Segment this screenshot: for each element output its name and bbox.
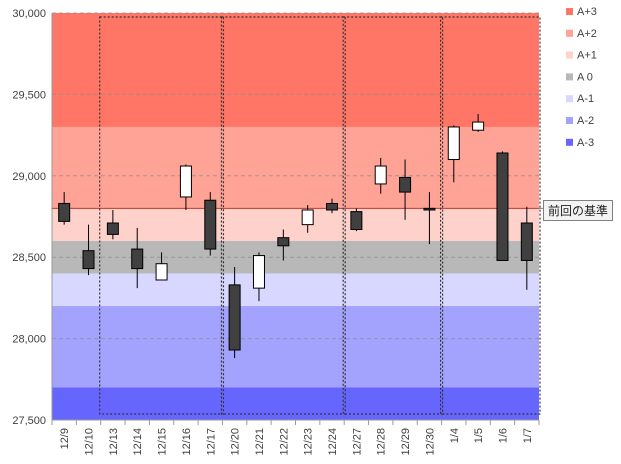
band-Aminus3 <box>52 387 539 420</box>
x-tick-label: 1/5 <box>473 428 485 443</box>
legend-swatch <box>566 138 573 146</box>
x-tick-label: 12/13 <box>108 428 120 456</box>
candle-down <box>277 237 290 247</box>
x-tick-label: 12/28 <box>376 428 388 456</box>
x-tick-label: 1/6 <box>497 428 509 443</box>
candle-down <box>496 152 509 261</box>
week-group-boxes <box>99 16 541 415</box>
x-tick-label: 12/30 <box>424 428 436 456</box>
candle-up <box>179 165 192 198</box>
x-tick-label: 12/15 <box>157 428 169 456</box>
week-box <box>342 16 444 415</box>
candle-down <box>326 202 339 211</box>
candle-down <box>106 222 119 235</box>
candle-up <box>155 263 168 281</box>
legend-swatch <box>566 95 573 103</box>
x-tick-label: 12/21 <box>254 428 266 456</box>
y-tick-label: 28,500 <box>12 252 46 264</box>
reference-line-label: 前回の基準 <box>543 200 614 221</box>
x-tick-label: 12/16 <box>181 428 193 456</box>
candle-up <box>301 209 314 226</box>
x-tick-label: 1/7 <box>522 428 534 443</box>
band-Aplus1 <box>52 208 539 241</box>
legend-label: A-2 <box>577 115 594 127</box>
legend-label: A 0 <box>577 71 593 83</box>
legend-label: A+1 <box>577 50 597 62</box>
y-axis-ticks: 27,500 28,000 28,500 29,000 29,500 30,000 <box>12 8 46 427</box>
legend-swatch <box>566 29 573 37</box>
zone-bands <box>52 13 539 420</box>
legend-label: A-1 <box>577 93 594 105</box>
candle-up <box>252 255 265 289</box>
x-tick-label: 12/29 <box>400 428 412 456</box>
candle-down <box>399 176 412 193</box>
candle-down <box>82 250 95 270</box>
candle-down <box>520 222 533 261</box>
legend-swatch <box>566 8 573 15</box>
legend-label: A-3 <box>577 137 594 149</box>
x-tick-label: 12/9 <box>59 428 71 449</box>
x-tick-label: 12/10 <box>84 428 96 456</box>
candle-up <box>447 126 460 161</box>
week-box <box>440 16 541 415</box>
y-tick-label: 29,000 <box>12 171 46 183</box>
candle-down <box>204 199 217 250</box>
candle-down <box>131 248 144 270</box>
band-Aminus2 <box>52 306 539 388</box>
candle-up <box>472 121 485 131</box>
x-tick-label: 12/27 <box>351 428 363 456</box>
x-tick-label: 1/4 <box>449 428 461 443</box>
legend: A+3 A+2 A+1 A 0 A-1 A-2 A-3 <box>566 6 597 149</box>
y-tick-label: 30,000 <box>12 8 46 20</box>
x-tick-label: 12/20 <box>230 428 242 456</box>
candle-down <box>350 211 363 231</box>
band-Aplus3 <box>52 13 539 127</box>
band-Aminus1 <box>52 273 539 307</box>
candle-down <box>58 202 71 222</box>
x-tick-label: 12/22 <box>278 428 290 456</box>
x-axis-ticks: 12/9 12/10 12/13 12/14 12/15 12/16 12/17 12/20 1… <box>59 428 534 456</box>
x-tick-label: 12/24 <box>327 428 339 456</box>
candle-down <box>423 207 436 211</box>
x-tick-label: 12/14 <box>132 428 144 456</box>
candles <box>58 113 533 359</box>
week-box <box>220 16 346 415</box>
legend-swatch <box>566 73 573 81</box>
legend-swatch <box>566 51 573 59</box>
legend-label: A+2 <box>577 28 597 40</box>
x-tick-label: 12/23 <box>303 428 315 456</box>
legend-swatch <box>566 117 573 124</box>
y-tick-label: 29,500 <box>12 89 46 101</box>
grid-lines <box>51 12 540 425</box>
legend-label: A+3 <box>577 6 597 18</box>
week-box <box>99 16 225 415</box>
y-tick-label: 28,000 <box>12 334 46 346</box>
candle-down <box>228 284 241 351</box>
candle-up <box>374 165 387 185</box>
x-tick-label: 12/17 <box>205 428 217 456</box>
y-tick-label: 27,500 <box>12 415 46 427</box>
band-Aplus2 <box>52 126 539 209</box>
